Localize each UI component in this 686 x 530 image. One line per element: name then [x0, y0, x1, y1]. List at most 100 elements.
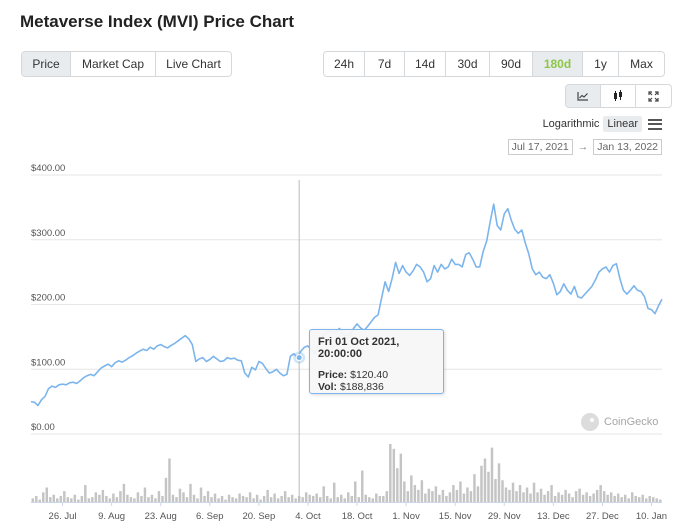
volume-bar — [329, 498, 332, 502]
volume-bar — [262, 495, 266, 502]
coingecko-watermark: CoinGecko — [581, 413, 658, 431]
volume-bar — [438, 494, 441, 502]
date-from-input[interactable]: Jul 17, 2021 — [507, 139, 573, 155]
fullscreen-button[interactable] — [636, 85, 671, 107]
volume-bar — [98, 494, 101, 502]
range-90d-button[interactable]: 90d — [490, 52, 533, 76]
volume-bar — [164, 477, 168, 502]
volume-bar — [311, 495, 315, 502]
volume-bar — [361, 470, 364, 502]
volume-bar — [290, 494, 294, 502]
volume-bar — [382, 495, 385, 502]
volume-bar — [522, 492, 525, 502]
volume-bar — [154, 498, 157, 502]
tab-market-cap[interactable]: Market Cap — [71, 52, 156, 76]
volume-bar — [227, 494, 231, 502]
volume-bar — [501, 480, 504, 502]
volume-bar — [287, 497, 290, 502]
volume-bar — [129, 497, 133, 502]
x-tick-label: 29. Nov — [488, 511, 521, 522]
volume-bar — [375, 493, 378, 502]
volume-bar — [42, 492, 45, 502]
volume-bar — [143, 487, 147, 502]
volume-bar — [245, 497, 248, 502]
volume-bar — [459, 481, 462, 502]
volume-bar — [581, 494, 585, 502]
volume-bar — [378, 495, 382, 502]
volume-bar — [80, 495, 84, 502]
volume-bar — [347, 492, 350, 502]
volume-bar — [252, 498, 255, 502]
volume-bar — [333, 482, 336, 502]
volume-bar — [641, 494, 644, 502]
volume-bar — [185, 497, 189, 502]
volume-bar — [487, 471, 490, 502]
volume-bar — [497, 463, 501, 502]
volume-bar — [588, 495, 592, 502]
range-max-button[interactable]: Max — [630, 57, 653, 71]
range-30d-button[interactable]: 30d — [446, 52, 490, 76]
volume-bar — [94, 492, 98, 502]
candlestick-button[interactable] — [601, 85, 636, 107]
line-chart-button[interactable] — [566, 85, 601, 107]
range-7d-button[interactable]: 7d — [365, 52, 405, 76]
volume-bar — [231, 497, 234, 502]
range-14d-button[interactable]: 14d — [405, 52, 446, 76]
volume-bar — [483, 458, 487, 502]
volume-bar — [283, 491, 287, 502]
volume-bar — [196, 498, 199, 502]
coingecko-logo-icon — [581, 413, 599, 431]
volume-bar — [434, 486, 438, 502]
x-tick-label: 4. Oct — [295, 511, 321, 522]
x-tick-label: 10. Jan — [636, 511, 667, 522]
volume-bar — [539, 488, 543, 502]
volume-bar — [56, 498, 59, 502]
volume-bar — [557, 492, 560, 502]
volume-bar — [448, 492, 452, 502]
range-180d-button[interactable]: 180d — [533, 52, 583, 76]
volume-bar — [354, 481, 357, 502]
y-tick-label: $400.00 — [31, 163, 65, 174]
volume-bar — [248, 492, 252, 502]
volume-bar — [532, 482, 536, 502]
tab-live-chart[interactable]: Live Chart — [166, 57, 221, 71]
logarithmic-scale-button[interactable]: Logarithmic — [542, 118, 600, 130]
tab-price[interactable]: Price — [22, 52, 71, 76]
hamburger-menu-icon[interactable] — [648, 118, 662, 130]
volume-bar — [31, 498, 34, 502]
volume-bar — [63, 491, 66, 502]
volume-bar — [357, 497, 360, 502]
volume-bar — [280, 495, 283, 502]
volume-bar — [255, 494, 259, 502]
volume-bar — [644, 498, 648, 502]
volume-bar — [462, 493, 466, 502]
hover-point[interactable] — [295, 354, 303, 362]
volume-bar — [392, 448, 396, 502]
range-tabs: 24h 7d 14d 30d 90d 180d 1y Max — [323, 51, 665, 77]
volume-bar — [350, 495, 353, 502]
volume-bar — [133, 498, 136, 502]
range-24h-button[interactable]: 24h — [324, 52, 365, 76]
volume-bar — [652, 497, 655, 502]
volume-bar — [77, 499, 80, 502]
volume-bar — [273, 493, 276, 502]
volume-bar — [494, 479, 497, 502]
volume-bar — [445, 495, 448, 502]
date-to-input[interactable]: Jan 13, 2022 — [593, 139, 662, 155]
volume-bar — [147, 497, 150, 502]
volume-bar — [35, 495, 38, 502]
volume-bar — [469, 491, 473, 502]
volume-bar — [182, 492, 185, 502]
volume-bar — [564, 489, 567, 502]
range-1y-button[interactable]: 1y — [583, 52, 619, 76]
volume-bar — [424, 493, 427, 502]
volume-bar — [515, 491, 518, 502]
linear-scale-button[interactable]: Linear — [603, 116, 642, 132]
volume-bar — [343, 498, 346, 502]
volume-bar — [627, 498, 630, 502]
line-chart-icon — [577, 92, 588, 101]
volume-bar — [213, 493, 217, 502]
volume-bar — [364, 494, 368, 502]
x-tick-label: 15. Nov — [439, 511, 472, 522]
